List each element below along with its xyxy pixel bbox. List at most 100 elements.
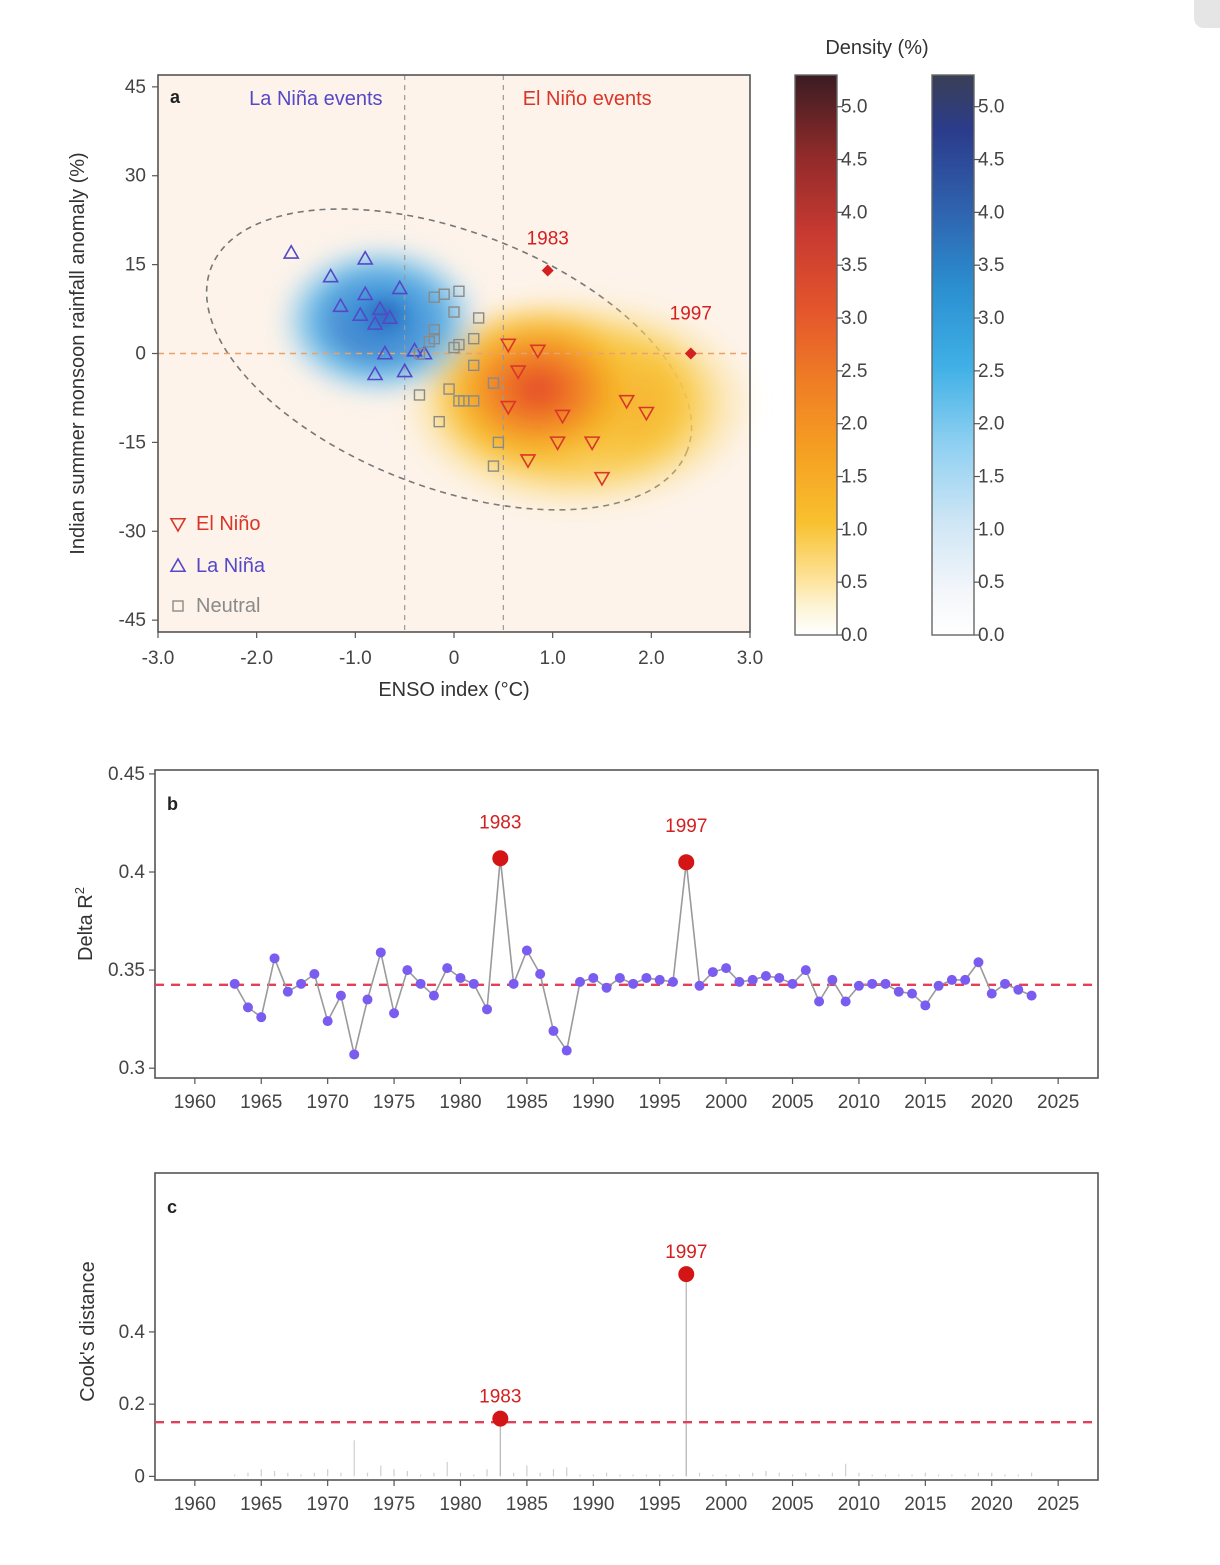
annotation-1997: 1997 (665, 1242, 707, 1263)
legend-la-nina-marker (169, 557, 187, 573)
data-point (601, 982, 612, 993)
la-nina-region-label: La Niña events (249, 88, 382, 110)
data-point (1013, 984, 1024, 995)
highlight-point-1997 (678, 854, 695, 871)
la-nina-point (371, 300, 389, 316)
colorbar-tick-label: 3.0 (978, 308, 1004, 329)
data-point (694, 980, 705, 991)
x-tick-label: 1975 (373, 1092, 415, 1113)
x-axis-label: ENSO index (°C) (378, 679, 529, 701)
data-point (774, 972, 785, 983)
la-nina-point (356, 285, 374, 301)
data-point (707, 967, 718, 978)
la-nina-point (396, 362, 414, 378)
data-point (893, 986, 904, 997)
x-tick-label: 2000 (705, 1092, 747, 1113)
la-nina-point (322, 267, 340, 283)
x-tick-label: 2015 (904, 1494, 946, 1515)
neutral-point (428, 324, 440, 336)
y-tick-label: 0.4 (119, 1322, 146, 1343)
y-tick-label: 45 (125, 77, 146, 98)
y-tick-label: 0 (134, 1466, 145, 1487)
legend-label: La Niña (196, 555, 266, 577)
x-tick-label: 1960 (174, 1494, 216, 1515)
annotation-1997: 1997 (665, 816, 707, 837)
el-nino-colorbar (794, 74, 838, 636)
x-tick-label: 1990 (572, 1092, 614, 1113)
la-nina-point (391, 279, 409, 295)
neutral-point (468, 359, 480, 372)
y-axis-label: Indian summer monsoon rainfall anomaly (… (67, 152, 89, 554)
annotation-1983: 1983 (479, 812, 521, 833)
neutral-point (438, 288, 450, 300)
neutral-point (492, 436, 505, 449)
colorbar-tick-label: 0.5 (841, 572, 867, 593)
x-tick-label: 1985 (506, 1494, 548, 1515)
y-tick-label: -15 (119, 432, 146, 453)
data-point (269, 953, 280, 964)
neutral-point (448, 306, 460, 318)
neutral-point (487, 460, 500, 472)
colorbar-tick-label: 4.5 (978, 150, 1004, 171)
x-tick-label: -3.0 (142, 648, 175, 669)
y-tick-label: -30 (119, 521, 146, 542)
x-tick-label: 1965 (240, 1092, 282, 1113)
neutral-point (428, 332, 440, 345)
colorbar-tick-label: 1.0 (978, 519, 1004, 540)
data-point (229, 978, 240, 989)
la-nina-point (376, 344, 394, 360)
x-tick-label: 1970 (307, 1092, 349, 1113)
data-point (309, 969, 320, 980)
data-point (614, 972, 625, 983)
density-layer (275, 240, 758, 514)
colorbar-title: Density (%) (825, 37, 928, 59)
neutral-point (453, 338, 465, 351)
el-nino-point (529, 344, 547, 360)
x-tick-label: 2015 (904, 1092, 946, 1113)
la-nina-point (366, 315, 384, 330)
el-nino-point (549, 436, 566, 451)
panel-a: 1983 1997 -3.0 -2.0 -1.0 0 1.0 2.0 3.0 45 30 15 0 -15… (67, 37, 1004, 701)
data-point (840, 996, 851, 1007)
data-point (787, 978, 798, 989)
data-point (588, 972, 599, 983)
x-tick-label: 2005 (771, 1494, 813, 1515)
data-point (986, 988, 997, 999)
neutral-point (453, 285, 465, 297)
y-axis-label-main: Delta R (75, 894, 97, 961)
la-nina-point (381, 309, 399, 324)
la-nina-point (282, 244, 300, 259)
colorbar-tick-label: 1.0 (841, 519, 867, 540)
colorbar-tick-label: 2.5 (841, 361, 867, 382)
data-point (1026, 990, 1037, 1001)
la-nina-colorbar (931, 74, 975, 636)
x-tick-label: 1990 (572, 1494, 614, 1515)
x-tick-label: 1995 (639, 1494, 681, 1515)
data-point (561, 1045, 572, 1056)
data-point (389, 1008, 400, 1019)
colorbar-tick-label: 0.5 (978, 572, 1004, 593)
y-tick-label: 15 (125, 255, 146, 276)
highlight-point-1997 (684, 347, 697, 360)
colorbar-tick-label: 2.0 (841, 414, 867, 435)
x-tick-label: 2010 (838, 1092, 880, 1113)
neutral-point (413, 389, 426, 401)
data-point (508, 978, 519, 989)
data-point (242, 1002, 253, 1013)
colorbar-tick-label: 2.0 (978, 414, 1004, 435)
data-point (375, 947, 386, 958)
data-point (482, 1004, 493, 1015)
colorbar-tick-label: 4.0 (978, 202, 1004, 223)
annotation-1983: 1983 (527, 229, 569, 250)
neutral-point (433, 415, 445, 428)
el-nino-point (554, 409, 571, 425)
x-tick-label: 3.0 (737, 648, 763, 669)
data-point (946, 974, 957, 985)
legend-label: Neutral (196, 595, 260, 617)
y-axis-label: Delta R2 (72, 887, 97, 961)
neutral-point (468, 332, 480, 345)
data-point (349, 1049, 360, 1060)
la-nina-point (351, 306, 369, 322)
data-point (760, 970, 771, 981)
